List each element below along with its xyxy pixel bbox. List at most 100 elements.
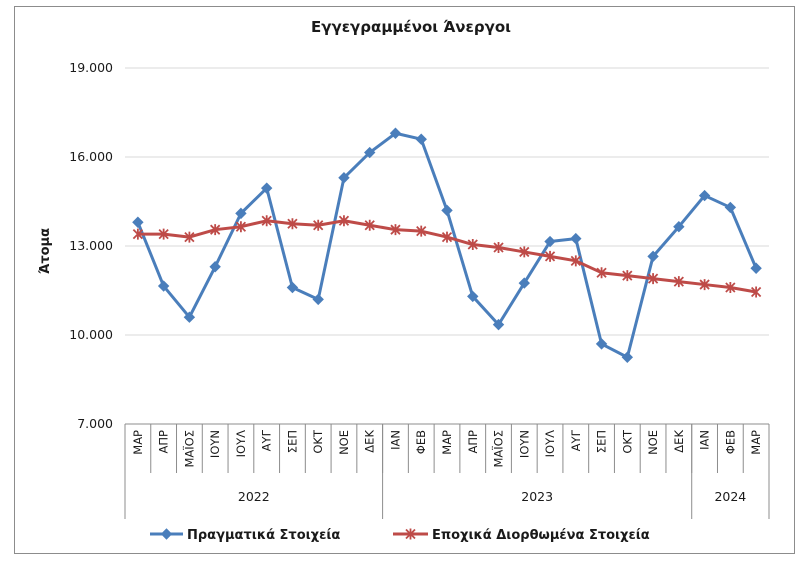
- data-point: [132, 216, 144, 228]
- x-tick-label: ΑΠΡ: [157, 430, 171, 454]
- y-tick-label: 13.000: [69, 238, 113, 253]
- data-point: [699, 279, 710, 291]
- series-line: [136, 131, 758, 359]
- x-tick-label: ΜΑΪΟΣ: [181, 430, 196, 468]
- data-point: [570, 255, 581, 267]
- data-point: [518, 277, 530, 289]
- data-point: [673, 276, 684, 288]
- data-point: [441, 231, 453, 243]
- y-tick-label: 10.000: [69, 327, 113, 342]
- legend-marker-seasonally-adjusted: [405, 528, 416, 540]
- x-tick-label: ΑΠΡ: [466, 430, 480, 454]
- data-point: [519, 246, 530, 258]
- x-tick-label: ΙΟΥΝ: [208, 430, 222, 458]
- legend-marker-actual: [160, 528, 173, 540]
- data-point: [416, 225, 427, 237]
- data-point: [595, 338, 608, 350]
- x-tick-label: ΔΕΚ: [363, 430, 377, 453]
- data-point: [750, 286, 762, 298]
- x-tick-label: ΔΕΚ: [672, 430, 686, 453]
- series-seasonally-adjusted: [132, 215, 762, 298]
- legend-item-seasonally-adjusted: Εποχικά Διορθωμένα Στοιχεία: [393, 528, 650, 543]
- x-tick-label: ΜΑΡ: [749, 430, 763, 455]
- data-point: [596, 267, 607, 279]
- data-point: [364, 219, 375, 231]
- year-label: 2023: [521, 489, 553, 504]
- data-point: [183, 311, 196, 323]
- data-point: [415, 133, 427, 145]
- data-point: [544, 235, 556, 248]
- x-tick-label: ΣΕΠ: [595, 430, 609, 453]
- x-tick-label: ΝΟΕ: [646, 430, 660, 455]
- data-point: [261, 215, 272, 227]
- x-tick-label: ΑΥΓ: [260, 429, 274, 451]
- data-point: [698, 189, 711, 202]
- data-point: [286, 281, 299, 294]
- series-actual: [132, 127, 762, 363]
- legend-label-seasonally-adjusted: Εποχικά Διορθωμένα Στοιχεία: [432, 528, 650, 543]
- data-point: [158, 228, 169, 240]
- x-tick-label: ΙΑΝ: [698, 430, 712, 450]
- data-point: [235, 207, 247, 220]
- data-point: [287, 218, 298, 230]
- data-point: [492, 318, 505, 331]
- data-point: [621, 351, 634, 363]
- x-tick-label: ΟΚΤ: [620, 429, 634, 454]
- data-point: [673, 221, 685, 233]
- x-tick-label: ΙΑΝ: [388, 430, 402, 450]
- data-point: [209, 261, 221, 273]
- data-point: [313, 219, 324, 231]
- gridlines: [125, 67, 769, 336]
- x-tick-label: ΣΕΠ: [285, 430, 299, 453]
- data-point: [724, 201, 737, 214]
- data-point: [647, 273, 659, 285]
- year-label: 2022: [238, 489, 270, 504]
- data-point: [570, 232, 582, 245]
- data-point: [210, 224, 221, 236]
- data-point: [235, 221, 247, 233]
- data-point: [622, 270, 633, 282]
- x-tick-label: ΜΑΪΟΣ: [491, 430, 506, 468]
- legend-marker-shape: [160, 528, 173, 540]
- x-tick-label: ΙΟΥΝ: [517, 430, 531, 458]
- legend-item-actual: Πραγματικά Στοιχεία: [150, 528, 340, 543]
- x-tick-label: ΦΕΒ: [723, 430, 737, 454]
- data-point: [544, 250, 556, 262]
- data-point: [338, 215, 350, 227]
- data-point: [493, 241, 504, 253]
- data-point: [467, 290, 479, 303]
- data-point: [260, 182, 273, 194]
- x-tick-label: ΦΕΒ: [414, 430, 428, 454]
- chart-frame: Εγγεγραμμένοι Άνεργοι Άτομα 7.000 10.000 1…: [14, 6, 795, 554]
- chart-title: Εγγεγραμμένοι Άνεργοι: [311, 18, 511, 36]
- data-point: [647, 250, 659, 263]
- y-tick-label: 16.000: [69, 149, 113, 164]
- data-point: [364, 146, 376, 159]
- data-point: [184, 231, 195, 243]
- x-tick-label: ΟΚΤ: [311, 429, 325, 454]
- series-layer: [132, 127, 762, 363]
- x-tick-label: ΝΟΕ: [337, 430, 351, 455]
- year-label: 2024: [714, 489, 746, 504]
- data-point: [338, 172, 350, 184]
- x-tick-label: ΙΟΥΛ: [234, 430, 248, 457]
- data-point: [312, 293, 324, 306]
- y-tick-label: 19.000: [69, 60, 113, 75]
- legend-marker-shape: [405, 528, 416, 540]
- data-point: [157, 280, 170, 292]
- data-point: [750, 262, 762, 274]
- data-point: [132, 228, 144, 240]
- data-point: [467, 239, 478, 251]
- x-tick-label: ΑΥΓ: [569, 429, 583, 451]
- line-chart: Εγγεγραμμένοι Άνεργοι Άτομα 7.000 10.000 1…: [38, 18, 770, 543]
- data-point: [390, 224, 401, 236]
- axes: 7.000 10.000 13.000 16.000 19.000 ΜΑΡ ΑΠΡ ΜΑΪΟΣ…: [69, 60, 770, 519]
- y-tick-label: 7.000: [77, 416, 113, 431]
- x-tick-label: ΜΑΡ: [131, 430, 145, 455]
- data-point: [725, 282, 736, 294]
- legend: Πραγματικά Στοιχεία Εποχικά Διορθωμένα Σ…: [150, 528, 650, 543]
- x-tick-label: ΙΟΥΛ: [543, 430, 557, 457]
- data-point: [389, 127, 402, 139]
- legend-label-actual: Πραγματικά Στοιχεία: [187, 528, 340, 543]
- y-axis-label: Άτομα: [38, 228, 53, 274]
